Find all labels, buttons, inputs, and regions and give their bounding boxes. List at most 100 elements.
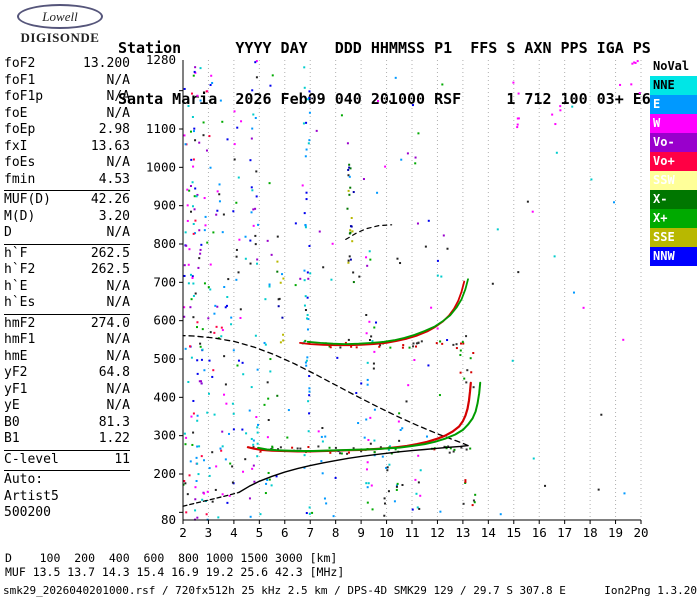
noise-dot <box>447 445 450 448</box>
legend-item-nne: NNE <box>650 76 697 95</box>
noise-dot <box>259 513 262 516</box>
noise-dot <box>357 422 360 425</box>
param-value: N/A <box>106 295 130 310</box>
noise-dot <box>322 266 325 269</box>
noise-dot <box>239 308 242 311</box>
x-tick-label: 8 <box>332 525 340 540</box>
noise-dot <box>332 515 335 518</box>
noise-dot <box>419 494 422 497</box>
noise-dot <box>235 278 238 281</box>
noise-dot <box>415 492 418 495</box>
ionogram-plot: 1280 1100 1000 900 800 700 600 500 400 300 200 80 2 3… <box>140 48 696 554</box>
noise-dot <box>192 222 195 225</box>
file-info: smk29_2026040201000.rsf / 720fx512h 25 k… <box>3 584 566 597</box>
noise-dot <box>304 224 307 227</box>
noise-dot <box>306 271 309 274</box>
noise-dot <box>196 462 199 465</box>
noise-dot <box>303 466 306 469</box>
noise-dot <box>204 224 207 227</box>
noise-dot <box>206 241 209 244</box>
noise-dot <box>194 498 197 501</box>
param-value: 81.3 <box>98 414 130 430</box>
param-row: hmF2 274.0 <box>4 316 130 333</box>
noise-dot <box>348 193 351 196</box>
noise-dot <box>433 448 436 451</box>
noise-dot <box>388 100 391 103</box>
param-row: foF2 13.200 <box>4 56 130 73</box>
noise-dot <box>229 462 232 465</box>
param-value: N/A <box>106 278 130 294</box>
param-value: 13.63 <box>90 138 130 154</box>
noise-dot <box>308 394 311 397</box>
noise-dot <box>252 464 255 467</box>
noise-dot <box>266 381 269 384</box>
noise-dot <box>452 450 455 453</box>
noise-dot <box>351 240 354 243</box>
noise-dot <box>269 370 272 373</box>
noise-dot <box>464 481 467 484</box>
param-label: foEp <box>4 122 36 137</box>
noise-dot <box>339 452 342 455</box>
noise-dot <box>251 127 254 130</box>
noise-dot <box>183 306 186 309</box>
noise-dot <box>220 326 223 329</box>
noise-dot <box>193 127 196 130</box>
param-divider <box>4 470 130 471</box>
noise-dot <box>188 248 191 251</box>
noise-dot <box>303 269 306 272</box>
noise-dot <box>183 134 186 137</box>
noise-dot <box>194 509 197 512</box>
noise-dot <box>436 274 439 277</box>
noise-dot <box>183 274 186 277</box>
noise-dot <box>348 166 351 169</box>
param-row: yF1 N/A <box>4 382 130 399</box>
param-divider <box>4 190 130 191</box>
noise-dot <box>446 339 449 342</box>
param-value: 1.22 <box>98 431 130 446</box>
noise-dot <box>373 451 376 454</box>
noise-dot <box>436 327 439 330</box>
noise-dot <box>367 482 370 485</box>
noise-dot <box>264 298 267 301</box>
noise-dot <box>187 380 190 383</box>
noise-dot <box>268 285 271 288</box>
noise-dot <box>255 170 258 173</box>
noise-dot <box>192 74 195 77</box>
noise-dot <box>631 62 634 65</box>
noise-dot <box>216 209 219 212</box>
noise-dot <box>256 262 259 265</box>
noise-dot <box>193 208 196 211</box>
noise-dot <box>349 258 352 261</box>
noise-dot <box>551 113 554 116</box>
noise-dot <box>400 158 403 161</box>
noise-dot <box>443 445 446 448</box>
noise-dot <box>213 331 216 334</box>
noise-dot <box>365 418 368 421</box>
noise-dot <box>305 364 308 367</box>
noise-dot <box>186 219 189 222</box>
noise-dot <box>189 130 192 133</box>
noise-dot <box>303 279 306 282</box>
noise-dot <box>282 277 285 280</box>
profile-below-fmin-dashed <box>182 491 240 507</box>
legend-item-nnw: NNW <box>650 247 697 266</box>
topside-profile-dashed <box>182 334 469 447</box>
noise-dot <box>256 258 259 261</box>
noise-dot <box>194 292 197 295</box>
noise-dot <box>597 488 600 491</box>
noise-dot <box>237 271 240 274</box>
noise-dot <box>254 61 257 64</box>
param-label: D <box>4 225 12 240</box>
noise-dot <box>270 484 273 487</box>
noise-dot <box>418 507 421 510</box>
noise-dot <box>389 445 392 448</box>
header-field-names: Station YYYY DAY DDD HHMMSS P1 FFS S AXN… <box>118 39 651 57</box>
noise-dot <box>226 138 229 141</box>
noise-dot <box>307 142 310 145</box>
noise-dot <box>355 346 358 349</box>
noise-dot <box>250 386 253 389</box>
noise-dot <box>365 468 368 471</box>
noise-dot <box>331 242 334 245</box>
noise-dot <box>303 212 306 215</box>
noise-dot <box>291 446 294 449</box>
